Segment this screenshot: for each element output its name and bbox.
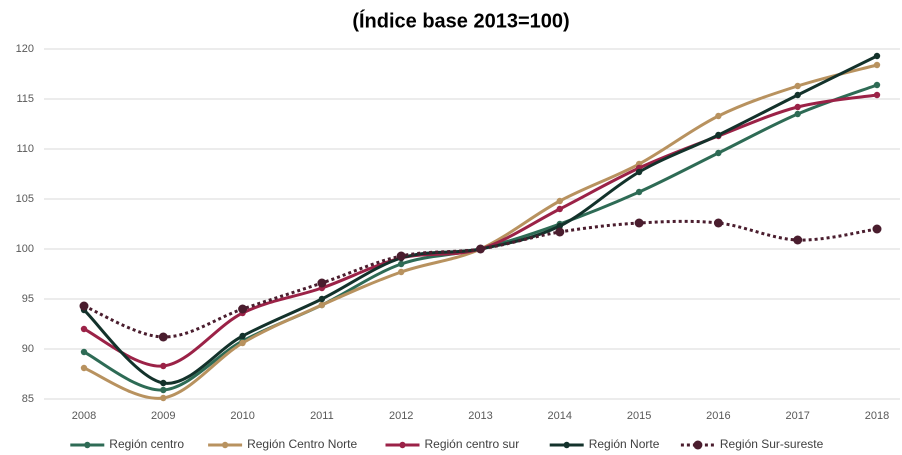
legend-item: Región Sur-sureste: [680, 437, 824, 451]
series-point: [160, 386, 167, 394]
x-tick-label: 2016: [706, 410, 730, 422]
series-point: [158, 332, 168, 342]
y-tick-label: 85: [22, 393, 34, 405]
series-point: [794, 91, 801, 99]
series-point: [873, 61, 881, 69]
series-point: [555, 227, 565, 237]
series-point: [794, 103, 801, 111]
legend-item: Región Norte: [549, 437, 660, 451]
y-tick-label: 90: [22, 343, 34, 355]
series-point: [715, 112, 722, 120]
series-point: [160, 394, 167, 402]
series-point: [634, 218, 644, 228]
series-point: [715, 149, 722, 157]
legend-marker: [84, 441, 91, 449]
y-tick-label: 105: [16, 193, 34, 205]
series-point: [317, 278, 327, 288]
series-point: [556, 205, 563, 213]
series-point: [556, 222, 563, 230]
series-point: [794, 110, 801, 118]
series-point: [160, 362, 167, 370]
x-tick-label: 2017: [785, 410, 809, 422]
series-point: [80, 364, 88, 372]
series-point: [635, 188, 643, 196]
series-point: [793, 235, 803, 245]
series-point: [635, 168, 643, 176]
legend-text: Región Sur-sureste: [720, 437, 824, 451]
chart-title: (Índice base 2013=100): [352, 9, 569, 32]
y-tick-label: 110: [16, 143, 34, 155]
x-tick-label: 2008: [72, 410, 96, 422]
x-tick-label: 2014: [548, 410, 572, 422]
series-point: [794, 82, 801, 90]
legend-marker: [693, 440, 703, 450]
series-point: [318, 301, 326, 309]
x-tick-label: 2012: [389, 410, 413, 422]
legend-item: Región centro sur: [385, 437, 520, 451]
series-point: [239, 332, 246, 340]
series-point: [398, 260, 405, 268]
x-tick-label: 2018: [865, 410, 889, 422]
x-tick-label: 2015: [627, 410, 651, 422]
series-point: [873, 52, 881, 60]
x-tick-label: 2010: [230, 410, 254, 422]
x-tick-label: 2011: [310, 410, 334, 422]
series-point: [715, 131, 722, 139]
legend-text: Región centro sur: [425, 437, 520, 451]
series-point: [239, 339, 246, 347]
series-point: [396, 251, 406, 261]
series-point: [873, 81, 881, 89]
series-point: [238, 304, 248, 314]
legend-text: Región centro: [109, 437, 184, 451]
series-point: [398, 268, 405, 276]
series-point: [873, 91, 881, 99]
legend-marker: [221, 441, 229, 449]
x-tick-label: 2009: [151, 410, 175, 422]
series-point: [160, 379, 167, 387]
x-tick-label: 2013: [468, 410, 492, 422]
legend-text: Región Norte: [589, 437, 660, 451]
series-point: [80, 348, 88, 356]
legend-marker: [563, 441, 570, 449]
y-tick-label: 115: [16, 93, 34, 105]
legend-marker: [399, 441, 406, 449]
series-line: [82, 54, 878, 385]
series-point: [318, 295, 326, 303]
y-tick-label: 95: [22, 293, 34, 305]
series-point: [476, 244, 485, 254]
series-point: [80, 325, 88, 333]
series-point: [713, 218, 723, 228]
legend-item: Región centro: [70, 437, 184, 451]
legend-item: Región Centro Norte: [208, 437, 357, 451]
series-point: [79, 301, 89, 311]
legend-text: Región Centro Norte: [247, 437, 357, 451]
series-point: [556, 197, 563, 205]
y-tick-label: 100: [16, 243, 34, 255]
y-tick-label: 120: [16, 43, 34, 55]
series-line: [83, 219, 878, 339]
series-point: [872, 224, 882, 234]
